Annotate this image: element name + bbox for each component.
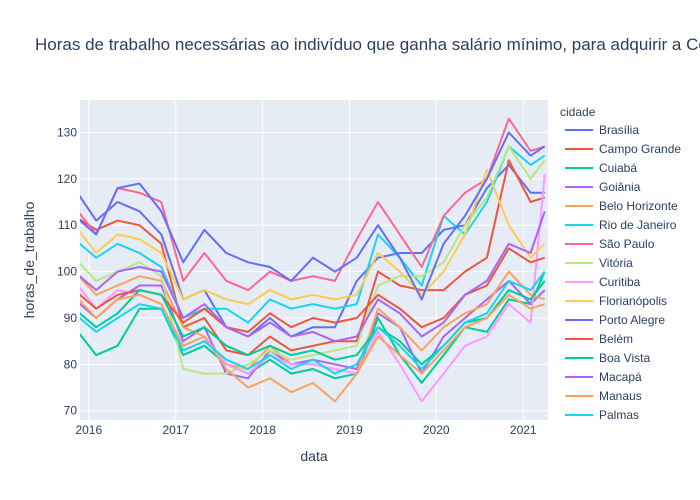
series-line[interactable]: [74, 159, 546, 357]
chart-title: Horas de trabalho necessárias ao indivíd…: [35, 35, 700, 54]
legend-label: Manaus: [599, 389, 642, 403]
legend-label: Palmas: [599, 408, 639, 422]
legend-item[interactable]: Macapá: [565, 370, 642, 384]
legend-item[interactable]: Goiânia: [565, 180, 641, 194]
legend-item[interactable]: Belo Horizonte: [565, 199, 678, 213]
legend-label: São Paulo: [599, 237, 655, 251]
legend-item[interactable]: Vitória: [565, 256, 633, 270]
legend-label: Campo Grande: [599, 142, 681, 156]
x-axis-title: data: [300, 448, 327, 464]
legend-item[interactable]: Cuiabá: [565, 161, 637, 175]
legend-item[interactable]: Palmas: [565, 408, 639, 422]
legend-label: Belém: [599, 332, 633, 346]
series-line[interactable]: [74, 210, 546, 343]
legend-label: Belo Horizonte: [599, 199, 678, 213]
series-line[interactable]: [74, 145, 546, 324]
x-tick-label: 2020: [423, 423, 450, 437]
series-line[interactable]: [74, 270, 546, 375]
legend-label: Florianópolis: [599, 294, 667, 308]
y-axis-title: horas_de_trabalho: [21, 201, 37, 318]
series-line[interactable]: [74, 168, 546, 306]
legend-label: Cuiabá: [599, 161, 637, 175]
y-tick-label: 90: [64, 311, 78, 325]
y-tick-label: 70: [64, 404, 78, 418]
y-tick-label: 80: [64, 357, 78, 371]
legend-item[interactable]: Campo Grande: [565, 142, 681, 156]
legend[interactable]: cidade Brasília Campo Grande Cuiabá Goiânia…: [560, 105, 681, 422]
legend-item[interactable]: Porto Alegre: [565, 313, 665, 327]
x-tick-label: 2018: [249, 423, 276, 437]
x-tick-label: 2017: [162, 423, 189, 437]
legend-item[interactable]: Rio de Janeiro: [565, 218, 677, 232]
x-tick-label: 2019: [336, 423, 363, 437]
series-line[interactable]: [74, 293, 546, 403]
legend-label: Vitória: [599, 256, 633, 270]
y-axis: 70 80 90 100 110 120 130: [57, 125, 77, 417]
legend-item[interactable]: São Paulo: [565, 237, 655, 251]
x-tick-label: 2016: [75, 423, 102, 437]
y-tick-label: 110: [58, 218, 77, 232]
x-tick-label: 2021: [510, 423, 537, 437]
series-lines: [74, 117, 546, 403]
series-line[interactable]: [74, 280, 546, 366]
series-line[interactable]: [74, 271, 546, 384]
legend-label: Curitiba: [599, 275, 641, 289]
x-axis: 2016 2017 2018 2019 2020 2021: [75, 423, 536, 437]
y-tick-label: 100: [57, 265, 77, 279]
legend-label: Rio de Janeiro: [599, 218, 677, 232]
series-line[interactable]: [74, 131, 546, 301]
legend-item[interactable]: Curitiba: [565, 275, 641, 289]
legend-label: Goiânia: [599, 180, 641, 194]
legend-item[interactable]: Belém: [565, 332, 633, 346]
y-tick-label: 120: [57, 172, 77, 186]
series-line[interactable]: [74, 117, 546, 292]
legend-label: Porto Alegre: [599, 313, 665, 327]
legend-label: Brasília: [599, 123, 639, 137]
legend-item[interactable]: Manaus: [565, 389, 642, 403]
legend-title: cidade: [560, 105, 596, 119]
plot-background: [80, 100, 548, 420]
legend-item[interactable]: Brasília: [565, 123, 639, 137]
legend-item[interactable]: Boa Vista: [565, 351, 650, 365]
legend-label: Boa Vista: [599, 351, 650, 365]
legend-item[interactable]: Florianópolis: [565, 294, 667, 308]
legend-label: Macapá: [599, 370, 642, 384]
y-tick-label: 130: [57, 125, 77, 139]
